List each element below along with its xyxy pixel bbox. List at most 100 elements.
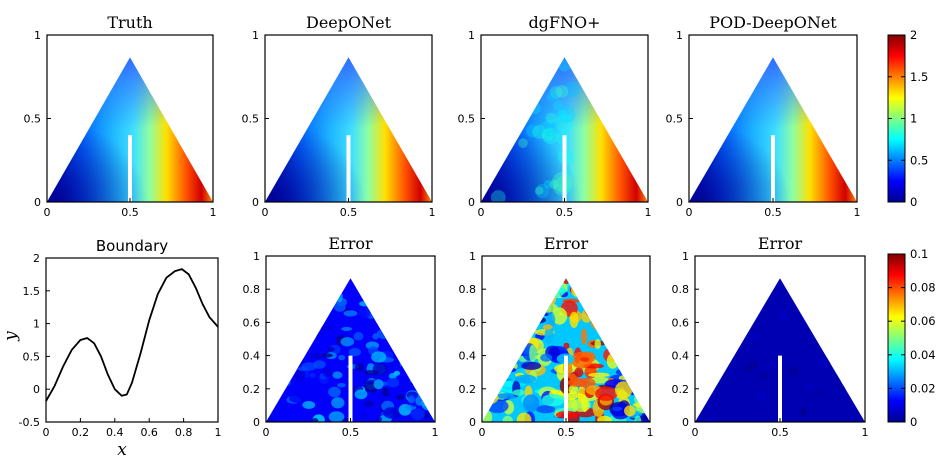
colorbar-tick-label: 0.5 <box>910 153 928 167</box>
panel-title: DeepONet <box>306 13 392 32</box>
x-tick-label: 1 <box>854 206 861 219</box>
y-tick-label: 0 <box>682 416 689 429</box>
x-tick-label: 1 <box>429 206 436 219</box>
x-tick-label: 0.5 <box>556 206 574 219</box>
x-axis-label: x <box>117 440 127 460</box>
y-tick-label: 0.8 <box>243 283 261 296</box>
colorbar-tick-label: 2 <box>910 28 917 42</box>
panel-8: 0 0.5 1 0 0.2 0.4 0.6 0.8 1 Error <box>672 234 869 439</box>
y-tick-label: 0.4 <box>459 350 477 363</box>
x-tick-label: 0.5 <box>340 206 358 219</box>
x-tick-label: 0.5 <box>771 426 789 439</box>
colorbar-tick-label: 0 <box>910 415 917 429</box>
slit <box>346 135 351 202</box>
colorbar-tick-label: 0.04 <box>910 348 936 362</box>
y-tick-label: 0 <box>468 196 475 209</box>
slit <box>778 355 782 422</box>
y-tick-label: 0.5 <box>23 350 41 363</box>
colorbar-tick-label: 0.06 <box>910 314 936 328</box>
y-tick-label: 1 <box>253 250 260 263</box>
x-tick-label: 0 <box>43 426 50 439</box>
panel-title: Error <box>544 234 589 253</box>
slit <box>564 355 568 422</box>
y-tick-label: 1 <box>252 29 259 42</box>
x-tick-label: 1 <box>432 426 439 439</box>
panel-title: Error <box>328 234 373 253</box>
y-tick-label: 1 <box>33 318 40 331</box>
panel-4: 0 0.5 1 0 0.5 1 POD-DeepONet <box>666 13 861 219</box>
panel-title: Truth <box>107 13 152 32</box>
x-tick-label: 0.5 <box>121 206 139 219</box>
slit <box>348 355 353 422</box>
field <box>481 57 648 203</box>
x-tick-label: 0.8 <box>175 426 193 439</box>
x-tick-label: 0 <box>686 206 693 219</box>
y-tick-label: 1 <box>34 29 41 42</box>
y-tick-label: 0.4 <box>672 350 690 363</box>
panel-1: 0 0.5 1 0 0.5 1 Truth <box>24 13 217 219</box>
x-tick-label: 0 <box>262 206 269 219</box>
x-tick-label: 1 <box>210 206 217 219</box>
x-tick-label: 0.4 <box>106 426 124 439</box>
colorbar-bottom-bar <box>887 253 906 423</box>
y-tick-label: 0 <box>34 196 41 209</box>
y-tick-label: 0.6 <box>243 316 261 329</box>
y-tick-label: 0.8 <box>459 283 477 296</box>
y-tick-label: 0.2 <box>459 383 477 396</box>
slit <box>128 135 132 202</box>
y-tick-label: 0.2 <box>672 383 690 396</box>
x-tick-label: 0 <box>479 426 486 439</box>
panel-2: 0 0.5 1 0 0.5 1 DeepONet <box>242 13 436 219</box>
x-tick-label: 0.2 <box>72 426 90 439</box>
y-tick-label: 1.5 <box>23 285 41 298</box>
colorbar-tick-label: 1 <box>910 112 917 126</box>
x-tick-label: 0.6 <box>140 426 158 439</box>
x-tick-label: 0 <box>263 426 270 439</box>
panel-title: Error <box>758 234 803 253</box>
panel-title: dgFNO+ <box>528 13 600 32</box>
y-tick-label: 1 <box>468 29 475 42</box>
panel-6: 0 0.5 1 0 0.2 0.4 0.6 0.8 1 Error <box>243 234 439 439</box>
y-tick-label: 0.8 <box>672 283 690 296</box>
y-tick-label: 1 <box>676 29 683 42</box>
panel-3: 0 0.5 1 0 0.5 1 dgFNO+ <box>458 13 652 219</box>
y-tick-label: 0 <box>33 383 40 396</box>
colorbar-tick-label: 0.02 <box>910 381 936 395</box>
y-tick-label: 2 <box>33 252 40 265</box>
x-tick-label: 1 <box>215 426 222 439</box>
y-tick-label: 0.5 <box>458 113 476 126</box>
y-tick-label: 0 <box>469 416 476 429</box>
slit <box>771 135 775 202</box>
colorbar-tick-label: 0.08 <box>910 281 936 295</box>
y-tick-label: 0.2 <box>243 383 261 396</box>
boundary-line <box>45 268 219 402</box>
y-tick-label: 1 <box>469 250 476 263</box>
panel-title: POD-DeepONet <box>709 13 837 32</box>
axes-frame <box>45 257 219 423</box>
colorbar-tick-label: 0 <box>910 195 917 209</box>
colorbar-top: 2 1.5 1 0.5 0 <box>887 28 928 209</box>
y-axis-label: y <box>1 331 21 342</box>
x-tick-label: 0.5 <box>342 426 360 439</box>
x-tick-label: 1 <box>645 206 652 219</box>
y-tick-label: 0.5 <box>24 113 42 126</box>
panel-7: 0 0.5 1 0 0.2 0.4 0.6 0.8 1 Error <box>459 234 654 439</box>
colorbar-bottom: 0.1 0.08 0.06 0.04 0.02 0 <box>887 247 936 429</box>
x-tick-label: 0 <box>44 206 51 219</box>
y-tick-label: 0.6 <box>672 316 690 329</box>
x-tick-label: 0.5 <box>557 426 575 439</box>
x-tick-label: 0.5 <box>764 206 782 219</box>
y-tick-label: 0.4 <box>243 350 261 363</box>
x-tick-label: 1 <box>862 426 869 439</box>
x-tick-label: 1 <box>647 426 654 439</box>
colorbar-tick-label: 0.1 <box>910 247 928 261</box>
slit <box>562 135 567 202</box>
panel-title: Boundary <box>96 237 168 255</box>
y-tick-label: 0 <box>676 196 683 209</box>
x-tick-label: 0 <box>692 426 699 439</box>
y-tick-label: 0.6 <box>459 316 477 329</box>
y-tick-label: 0.5 <box>242 113 260 126</box>
y-tick-label: 0.5 <box>666 113 684 126</box>
y-tick-label: -0.5 <box>19 416 40 429</box>
